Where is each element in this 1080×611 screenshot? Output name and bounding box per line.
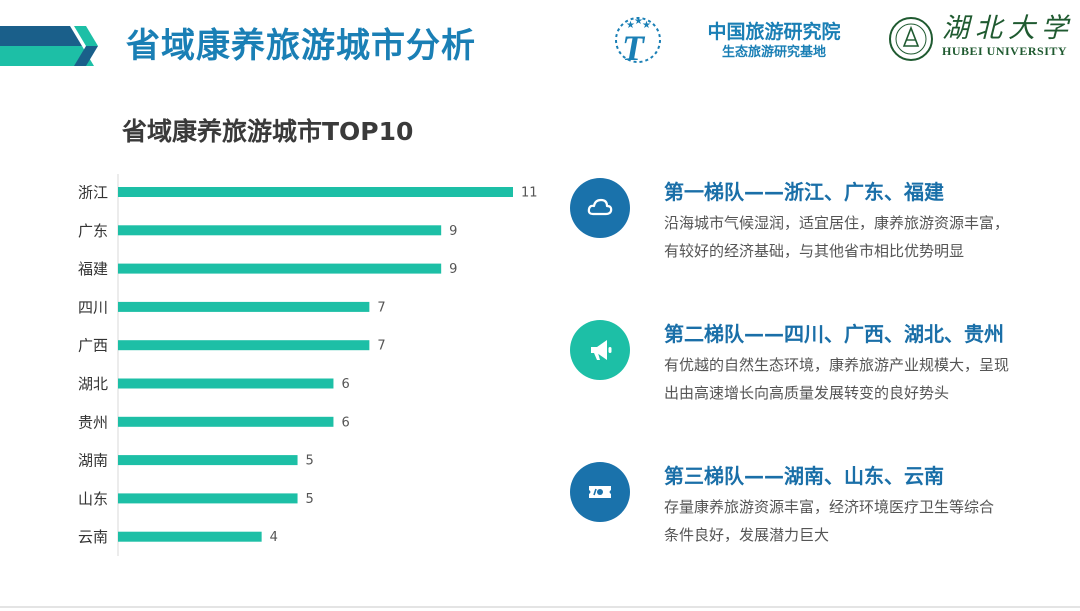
data-label: 7 — [377, 339, 385, 354]
bar — [118, 378, 334, 389]
category-label: 福建 — [78, 260, 108, 278]
tier-3-desc-line-2: 条件良好，发展潜力巨大 — [664, 526, 830, 544]
category-label: 湖南 — [78, 452, 108, 470]
data-label: 6 — [341, 377, 349, 392]
category-label: 湖北 — [78, 375, 108, 393]
tier-1-desc-line-1: 沿海城市气候湿润，适宜居住，康养旅游资源丰富， — [664, 214, 1010, 232]
data-label: 9 — [449, 224, 457, 239]
page-title: 省域康养旅游城市分析 — [126, 26, 476, 66]
chart-title: 省域康养旅游城市TOP10 — [122, 117, 414, 146]
cnta-logo-subtitle: 生态旅游研究基地 — [721, 45, 826, 60]
hubei-university-seal-icon — [889, 17, 933, 61]
svg-text:★: ★ — [634, 16, 643, 27]
bar — [118, 301, 370, 312]
category-label: 广东 — [78, 222, 108, 240]
category-label: 山东 — [78, 490, 108, 508]
category-label: 浙江 — [78, 184, 108, 202]
data-label: 9 — [449, 262, 457, 277]
tier-2-desc-line-2: 出由高速增长向高质量发展转变的良好势头 — [664, 384, 950, 402]
bar — [118, 340, 370, 351]
bar — [118, 531, 262, 542]
category-label: 广西 — [78, 337, 108, 355]
cloud-icon — [570, 178, 630, 238]
bar — [118, 263, 442, 274]
bar — [118, 455, 298, 466]
tier-3-title: 第三梯队——湖南、山东、云南 — [664, 464, 944, 488]
header-decoration — [0, 26, 98, 66]
bar — [118, 493, 298, 504]
tier-1-title: 第一梯队——浙江、广东、福建 — [664, 180, 944, 204]
bar — [118, 225, 442, 236]
svg-text:★: ★ — [626, 20, 635, 31]
svg-text:T: T — [622, 28, 646, 66]
bottom-divider — [0, 606, 1080, 608]
bar-chart: 浙江 11 广东 9 福建 9 四川 7 广西 7 湖北 6 贵州 6 湖南 5 山东 5 云南 4 — [78, 174, 538, 556]
bar — [118, 416, 334, 427]
bar — [118, 187, 513, 197]
tier-3-desc-line-1: 存量康养旅游资源丰富，经济环境医疗卫生等综合 — [664, 498, 995, 516]
category-label: 四川 — [78, 298, 108, 316]
svg-text:★: ★ — [642, 20, 651, 31]
ticket-icon — [570, 462, 630, 522]
data-label: 5 — [306, 454, 314, 469]
tier-2-desc-line-1: 有优越的自然生态环境，康养旅游产业规模大，呈现 — [664, 356, 1010, 374]
tier-2-title: 第二梯队——四川、广西、湖北、贵州 — [664, 322, 1004, 346]
hubei-university-name-en: HUBEI UNIVERSITY — [942, 44, 1068, 58]
data-label: 6 — [341, 415, 349, 430]
megaphone-icon — [570, 320, 630, 380]
cnta-logo-name: 中国旅游研究院 — [707, 21, 841, 43]
data-label: 11 — [521, 186, 538, 201]
data-label: 5 — [306, 492, 314, 507]
data-label: 7 — [377, 300, 385, 315]
cnta-logo-icon: ★ ★ ★ T — [615, 16, 661, 66]
category-label: 云南 — [78, 528, 108, 546]
hubei-university-name-cn: 湖北大学 — [942, 13, 1074, 44]
category-label: 贵州 — [78, 413, 108, 431]
data-label: 4 — [270, 530, 278, 545]
tier-1-desc-line-2: 有较好的经济基础，与其他省市相比优势明显 — [664, 242, 965, 260]
